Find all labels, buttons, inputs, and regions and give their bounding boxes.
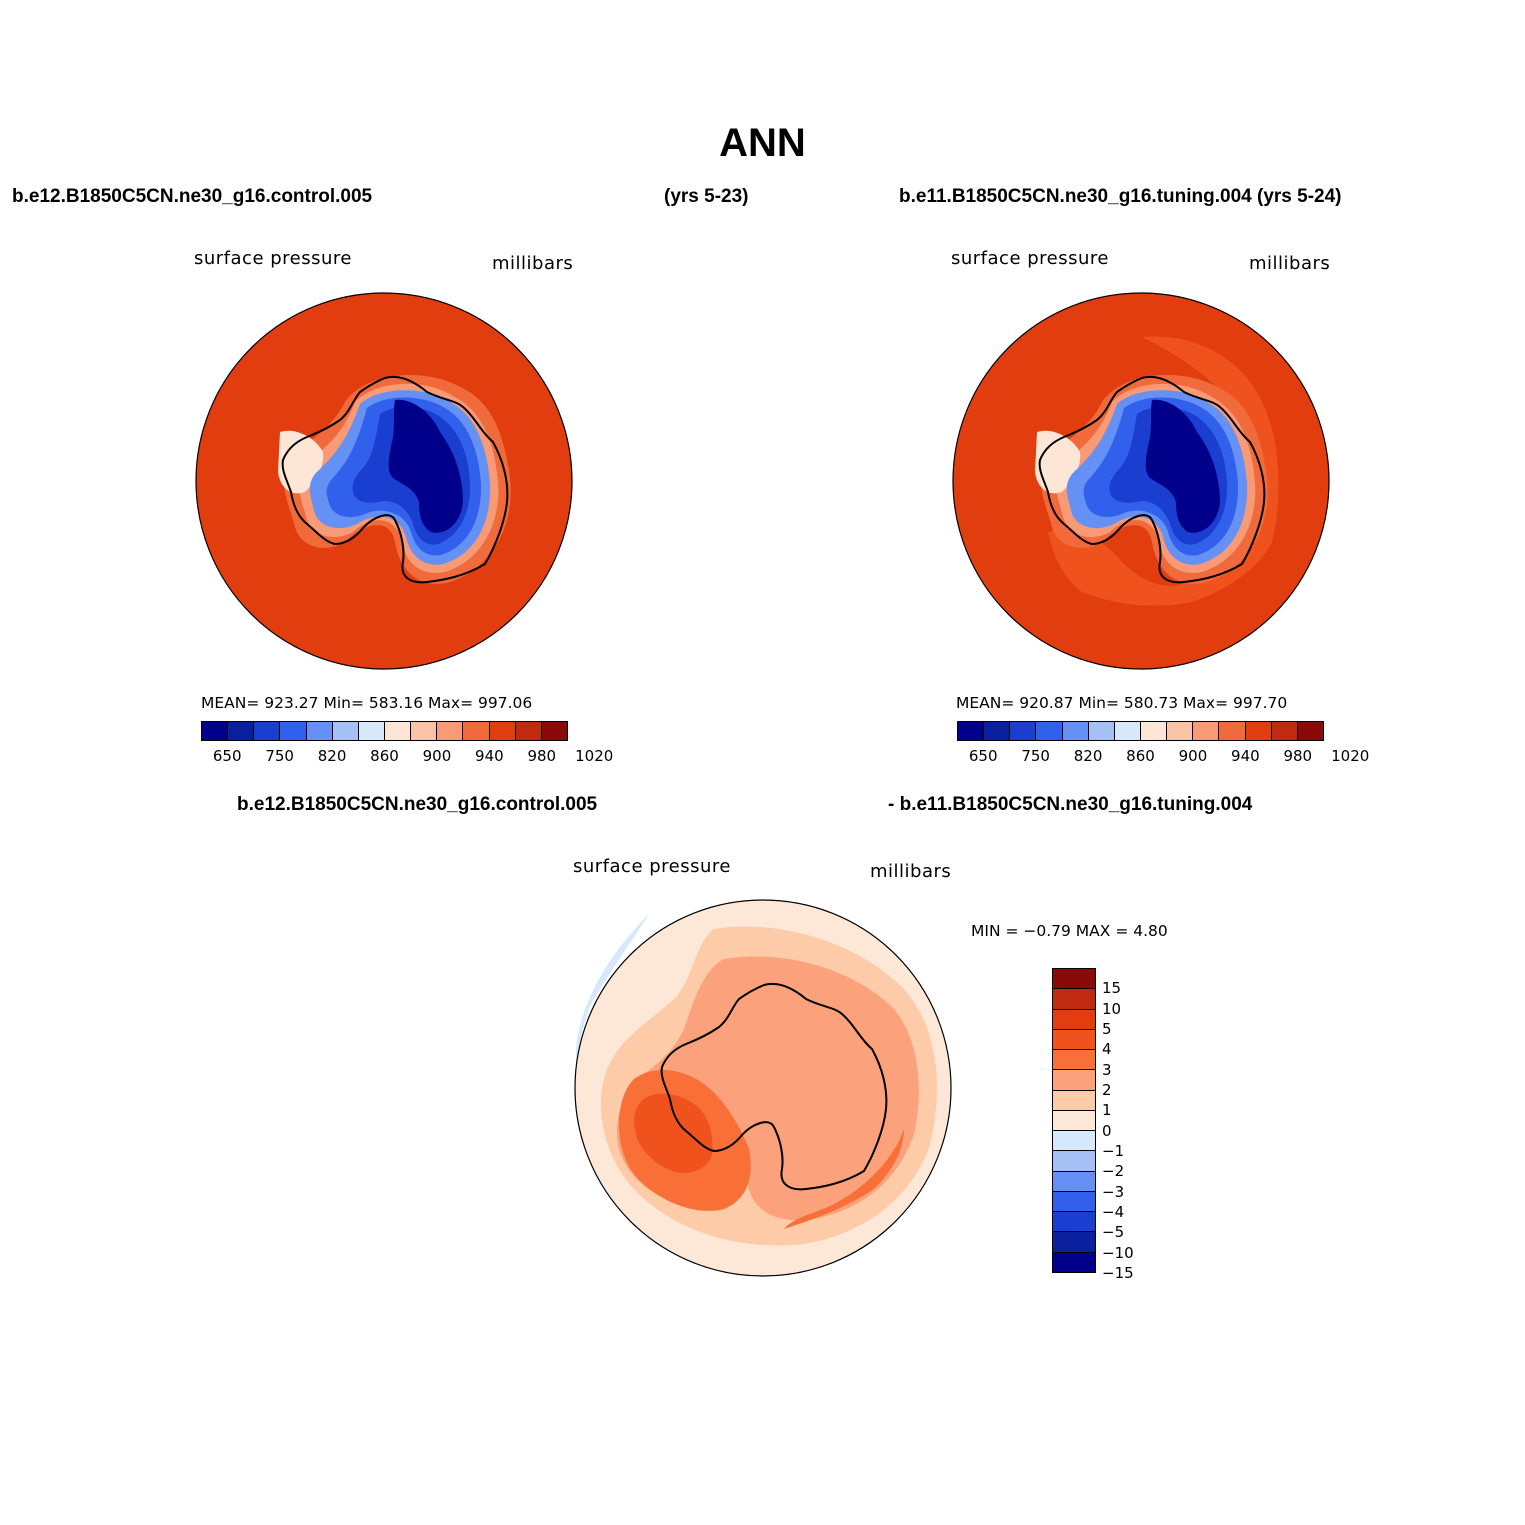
colorbar-tick-label: −2 bbox=[1102, 1162, 1125, 1181]
colorbar-tick-label: 860 bbox=[1126, 747, 1155, 765]
figure-title: ANN bbox=[719, 121, 806, 165]
header-case-b: b.e11.B1850C5CN.ne30_g16.tuning.004 (yrs… bbox=[899, 186, 1342, 207]
left-polar-map bbox=[195, 292, 573, 670]
colorbar-swatch bbox=[489, 722, 516, 740]
header-diff-case-b: - b.e11.B1850C5CN.ne30_g16.tuning.004 bbox=[888, 794, 1253, 815]
colorbar-tick-label: 3 bbox=[1102, 1060, 1112, 1079]
colorbar-swatch bbox=[1053, 1171, 1095, 1192]
colorbar-tick-label: 750 bbox=[1021, 747, 1050, 765]
colorbar-swatch bbox=[1088, 722, 1115, 740]
colorbar-tick-label: 10 bbox=[1102, 999, 1122, 1018]
colorbar-swatch bbox=[1053, 989, 1095, 1010]
colorbar-swatch bbox=[280, 722, 307, 740]
colorbar-swatch bbox=[1053, 1029, 1095, 1051]
left-units-label: millibars bbox=[492, 253, 574, 274]
colorbar-tick-label: 820 bbox=[317, 747, 347, 765]
colorbar-swatch bbox=[1245, 722, 1272, 740]
colorbar-tick-label: 15 bbox=[1102, 979, 1122, 998]
colorbar-tick-label: 750 bbox=[265, 747, 294, 765]
colorbar-swatch bbox=[202, 722, 229, 740]
colorbar-swatch bbox=[1193, 722, 1220, 740]
right-colorbar bbox=[957, 721, 1324, 741]
colorbar-tick-label: 940 bbox=[1231, 747, 1260, 765]
colorbar-swatch bbox=[1271, 722, 1298, 740]
colorbar-tick-label: 820 bbox=[1073, 747, 1103, 765]
left-colorbar bbox=[201, 721, 568, 741]
colorbar-tick-label: 650 bbox=[212, 747, 242, 765]
colorbar-swatch bbox=[1053, 1110, 1095, 1132]
colorbar-tick-label: 1020 bbox=[1331, 747, 1370, 765]
colorbar-swatch bbox=[1053, 1212, 1095, 1233]
colorbar-swatch bbox=[1219, 722, 1246, 740]
colorbar-tick-label: 900 bbox=[1178, 747, 1208, 765]
left-variable-label: surface pressure bbox=[194, 248, 352, 269]
colorbar-tick-label: 860 bbox=[370, 747, 399, 765]
colorbar-tick-label: −1 bbox=[1102, 1142, 1125, 1160]
diff-colorbar bbox=[1052, 968, 1096, 1273]
colorbar-swatch bbox=[1140, 722, 1168, 740]
colorbar-swatch bbox=[958, 722, 985, 740]
header-diff-case-a: b.e12.B1850C5CN.ne30_g16.control.005 bbox=[237, 794, 598, 815]
colorbar-swatch bbox=[1167, 722, 1194, 740]
colorbar-tick-label: 4 bbox=[1102, 1040, 1112, 1059]
colorbar-swatch bbox=[1053, 969, 1095, 990]
header-years-a: (yrs 5-23) bbox=[664, 186, 749, 207]
colorbar-swatch bbox=[1053, 1131, 1095, 1152]
colorbar-tick-label: 0 bbox=[1102, 1121, 1112, 1140]
colorbar-swatch bbox=[984, 722, 1011, 740]
colorbar-swatch bbox=[1062, 722, 1089, 740]
colorbar-tick-label: −15 bbox=[1102, 1264, 1134, 1282]
colorbar-swatch bbox=[411, 722, 438, 740]
colorbar-tick-label: 900 bbox=[422, 747, 452, 765]
colorbar-swatch bbox=[463, 722, 490, 740]
colorbar-swatch bbox=[1053, 1070, 1095, 1091]
colorbar-swatch bbox=[1114, 722, 1141, 740]
colorbar-swatch bbox=[358, 722, 385, 740]
colorbar-swatch bbox=[1053, 1090, 1095, 1111]
colorbar-swatch bbox=[1053, 1232, 1095, 1253]
colorbar-tick-label: 980 bbox=[1283, 747, 1313, 765]
colorbar-swatch bbox=[1053, 1252, 1095, 1272]
colorbar-swatch bbox=[515, 722, 542, 740]
colorbar-swatch bbox=[332, 722, 359, 740]
diff-variable-label: surface pressure bbox=[573, 856, 731, 877]
colorbar-swatch bbox=[541, 722, 567, 740]
colorbar-swatch bbox=[1053, 1151, 1095, 1172]
colorbar-swatch bbox=[1053, 1009, 1095, 1030]
diff-minmax: MIN = −0.79 MAX = 4.80 bbox=[971, 922, 1168, 940]
colorbar-swatch bbox=[1297, 722, 1323, 740]
colorbar-tick-label: 2 bbox=[1102, 1081, 1112, 1099]
right-polar-map bbox=[952, 292, 1330, 670]
colorbar-tick-label: −10 bbox=[1102, 1243, 1134, 1262]
colorbar-tick-label: 5 bbox=[1102, 1020, 1112, 1038]
right-variable-label: surface pressure bbox=[951, 248, 1109, 269]
colorbar-swatch bbox=[1010, 722, 1037, 740]
colorbar-tick-label: −4 bbox=[1102, 1203, 1125, 1221]
colorbar-swatch bbox=[384, 722, 412, 740]
colorbar-swatch bbox=[306, 722, 333, 740]
left-stats: MEAN= 923.27 Min= 583.16 Max= 997.06 bbox=[201, 694, 533, 712]
colorbar-tick-label: −3 bbox=[1102, 1182, 1125, 1201]
right-stats: MEAN= 920.87 Min= 580.73 Max= 997.70 bbox=[956, 694, 1288, 712]
colorbar-tick-label: 1020 bbox=[575, 747, 614, 765]
colorbar-swatch bbox=[228, 722, 255, 740]
colorbar-swatch bbox=[1053, 1050, 1095, 1071]
colorbar-tick-label: 940 bbox=[475, 747, 504, 765]
colorbar-swatch bbox=[1036, 722, 1063, 740]
colorbar-tick-label: −5 bbox=[1102, 1223, 1125, 1242]
difference-polar-map bbox=[574, 899, 952, 1277]
colorbar-swatch bbox=[254, 722, 281, 740]
colorbar-swatch bbox=[437, 722, 464, 740]
diff-units-label: millibars bbox=[870, 861, 952, 882]
colorbar-tick-label: 650 bbox=[968, 747, 998, 765]
colorbar-swatch bbox=[1053, 1191, 1095, 1213]
colorbar-tick-label: 1 bbox=[1102, 1101, 1112, 1120]
right-units-label: millibars bbox=[1249, 253, 1331, 274]
header-case-a: b.e12.B1850C5CN.ne30_g16.control.005 bbox=[12, 186, 373, 207]
colorbar-tick-label: 980 bbox=[527, 747, 557, 765]
